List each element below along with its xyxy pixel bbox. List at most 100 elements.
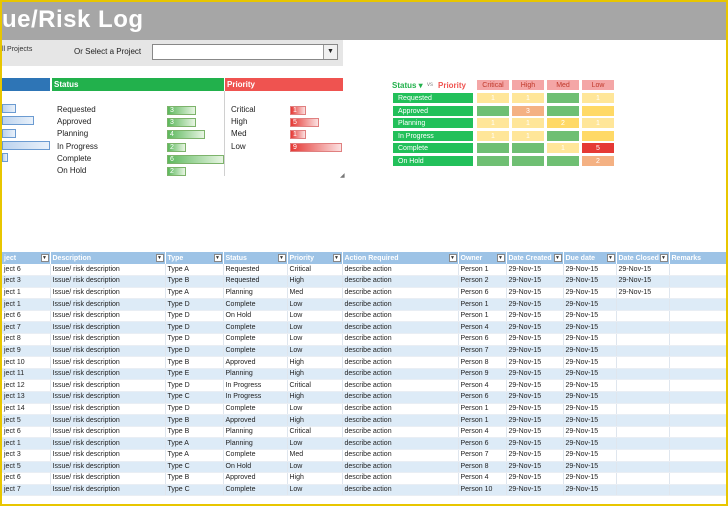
table-cell[interactable]: Issue/ risk description [50,368,166,381]
table-cell[interactable]: Issue/ risk description [50,333,166,346]
table-cell[interactable] [669,391,726,404]
table-cell[interactable]: describe action [342,310,459,323]
table-cell[interactable]: Type D [165,345,224,358]
table-cell[interactable] [616,403,670,416]
column-header[interactable]: Priority ▼ [287,252,343,264]
table-cell[interactable]: 29-Nov-15 [506,472,564,485]
table-cell[interactable]: Person 1 [458,310,507,323]
table-cell[interactable]: 29-Nov-15 [563,298,617,311]
table-cell[interactable] [669,449,726,462]
table-cell[interactable]: Planning [223,437,288,450]
table-cell[interactable]: Issue/ risk description [50,426,166,439]
table-row[interactable]: ject 1 Issue/ risk description Type A Plann… [2,437,726,450]
table-cell[interactable]: Person 6 [458,437,507,450]
table-cell[interactable]: ject 3 [2,275,51,288]
table-cell[interactable]: Issue/ risk description [50,484,166,497]
filter-dropdown-icon[interactable]: ▼ [40,254,49,262]
table-cell[interactable]: 29-Nov-15 [506,345,564,358]
table-row[interactable]: ject 6 Issue/ risk description Type B Plann… [2,426,726,439]
table-cell[interactable]: Complete [223,298,288,311]
table-cell[interactable]: ject 1 [2,287,51,300]
table-cell[interactable]: High [287,414,343,427]
table-row[interactable]: ject 11 Issue/ risk description Type E Plan… [2,368,726,381]
table-row[interactable]: ject 7 Issue/ risk description Type D Compl… [2,321,726,335]
table-row[interactable]: ject 9 Issue/ risk description Type D Compl… [2,345,726,358]
table-cell[interactable]: describe action [342,472,459,485]
table-row[interactable]: ject 6 Issue/ risk description Type B Appro… [2,472,726,485]
chevron-down-icon[interactable]: ▼ [323,45,337,59]
table-cell[interactable]: High [287,356,343,369]
table-cell[interactable]: describe action [342,356,459,369]
table-cell[interactable]: Issue/ risk description [50,264,166,277]
table-cell[interactable]: 29-Nov-15 [506,356,564,369]
table-cell[interactable]: describe action [342,426,459,439]
table-cell[interactable] [669,472,726,485]
table-cell[interactable]: describe action [342,379,459,393]
project-select-dropdown[interactable]: ▼ [152,44,338,60]
table-cell[interactable]: 29-Nov-15 [506,403,564,416]
table-cell[interactable]: Person 1 [458,414,507,427]
table-row[interactable]: ject 5 Issue/ risk description Type C On Ho… [2,461,726,474]
table-cell[interactable]: Type E [165,368,224,381]
table-cell[interactable]: Low [287,345,343,358]
table-cell[interactable]: describe action [342,391,459,404]
table-cell[interactable]: 29-Nov-15 [563,345,617,358]
table-cell[interactable]: describe action [342,449,459,462]
table-cell[interactable]: ject 6 [2,426,51,439]
table-cell[interactable]: 29-Nov-15 [616,275,670,288]
table-cell[interactable] [616,426,670,439]
table-cell[interactable]: Issue/ risk description [50,449,166,462]
table-cell[interactable]: ject 10 [2,356,51,369]
table-cell[interactable] [669,287,726,300]
table-row[interactable]: ject 12 Issue/ risk description Type D In P… [2,379,726,393]
table-cell[interactable]: describe action [342,264,459,277]
table-cell[interactable]: describe action [342,437,459,450]
column-header[interactable]: Action Required ▼ [342,252,459,264]
table-cell[interactable]: 29-Nov-15 [563,379,617,393]
filter-dropdown-icon[interactable]: ▼ [213,254,222,262]
table-cell[interactable]: Low [287,321,343,335]
table-cell[interactable]: High [287,472,343,485]
table-cell[interactable]: Type A [165,264,224,277]
table-cell[interactable]: Person 6 [458,287,507,300]
table-cell[interactable]: ject 6 [2,264,51,277]
table-cell[interactable]: Type D [165,298,224,311]
table-cell[interactable]: Type B [165,275,224,288]
table-cell[interactable]: 29-Nov-15 [563,264,617,277]
matrix-status-filter[interactable]: Status ▾ [392,81,423,90]
table-cell[interactable] [616,391,670,404]
table-cell[interactable]: Type D [165,321,224,335]
table-cell[interactable] [669,298,726,311]
table-cell[interactable]: Type D [165,310,224,323]
resize-handle-icon[interactable]: ◢ [340,173,345,179]
table-cell[interactable]: Issue/ risk description [50,391,166,404]
table-cell[interactable]: Type B [165,426,224,439]
table-cell[interactable]: Complete [223,449,288,462]
table-cell[interactable] [669,345,726,358]
table-cell[interactable]: Person 6 [458,391,507,404]
table-cell[interactable]: describe action [342,321,459,335]
filter-dropdown-icon[interactable]: ▼ [448,254,457,262]
table-cell[interactable] [616,437,670,450]
table-cell[interactable]: Approved [223,472,288,485]
table-cell[interactable]: Complete [223,321,288,335]
table-cell[interactable]: Person 8 [458,356,507,369]
table-cell[interactable] [616,321,670,335]
table-cell[interactable]: describe action [342,298,459,311]
table-cell[interactable]: describe action [342,345,459,358]
table-row[interactable]: ject 6 Issue/ risk description Type A Reque… [2,264,726,277]
table-cell[interactable]: describe action [342,368,459,381]
table-cell[interactable] [616,484,670,497]
table-cell[interactable]: ject 6 [2,310,51,323]
table-cell[interactable]: Issue/ risk description [50,287,166,300]
table-cell[interactable]: Person 4 [458,379,507,393]
table-cell[interactable]: Requested [223,264,288,277]
all-projects-button[interactable]: ll Projects [2,46,33,53]
column-header[interactable]: Date Created ▼ [506,252,564,264]
table-cell[interactable]: Person 1 [458,403,507,416]
table-cell[interactable]: Issue/ risk description [50,403,166,416]
table-row[interactable]: ject 3 Issue/ risk description Type A Compl… [2,449,726,462]
table-cell[interactable]: Planning [223,368,288,381]
table-cell[interactable]: ject 3 [2,449,51,462]
table-cell[interactable]: describe action [342,275,459,288]
